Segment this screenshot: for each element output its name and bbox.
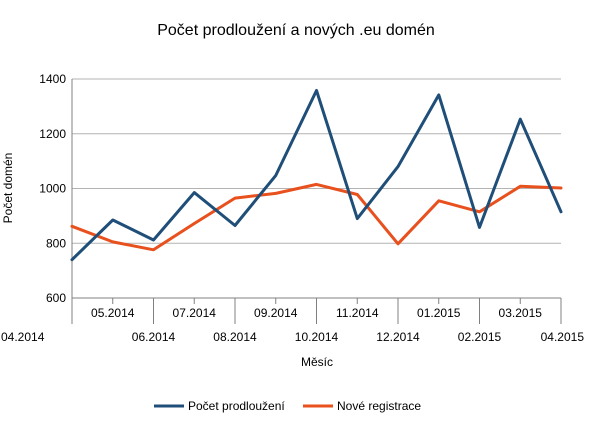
x-tick-label: 06.2014: [132, 330, 176, 344]
tick-labels: 600 800 1000 1200 1400 04.2014 05.2014 06.2014 0…: [1, 72, 584, 344]
chart-title: Počet prodloužení a nových .eu domén: [157, 22, 435, 39]
legend: Počet prodloužení Nové registrace: [154, 399, 421, 413]
gridlines: [72, 78, 561, 299]
x-tick-label: 04.2014: [1, 330, 45, 344]
x-tick-label: 03.2015: [499, 306, 543, 320]
x-tick-label: 11.2014: [336, 306, 379, 320]
x-tick-label: 07.2014: [173, 306, 217, 320]
legend-label: Počet prodloužení: [188, 399, 285, 413]
series-line: [70, 89, 563, 262]
y-tick-label: 600: [46, 291, 66, 305]
x-tick-label: 05.2014: [91, 306, 135, 320]
x-tick-label: 02.2015: [458, 330, 502, 344]
x-tick-label: 09.2014: [254, 306, 298, 320]
legend-label: Nové registrace: [337, 399, 421, 413]
series-lines: [70, 89, 563, 262]
x-tick-label: 10.2014: [295, 330, 339, 344]
y-tick-label: 1400: [39, 72, 66, 86]
x-tick-label: 08.2014: [213, 330, 257, 344]
y-tick-label: 1200: [39, 127, 66, 141]
x-tick-label: 01.2015: [417, 306, 461, 320]
x-axis-label: Měsíc: [301, 355, 333, 369]
x-tick-label: 12.2014: [376, 330, 420, 344]
y-tick-label: 800: [46, 236, 66, 250]
y-tick-label: 1000: [39, 182, 66, 196]
axes: [71, 79, 562, 324]
x-tick-label: 04.2015: [541, 330, 585, 344]
series-line: [70, 182, 563, 252]
y-axis-label: Počet domén: [1, 153, 15, 224]
